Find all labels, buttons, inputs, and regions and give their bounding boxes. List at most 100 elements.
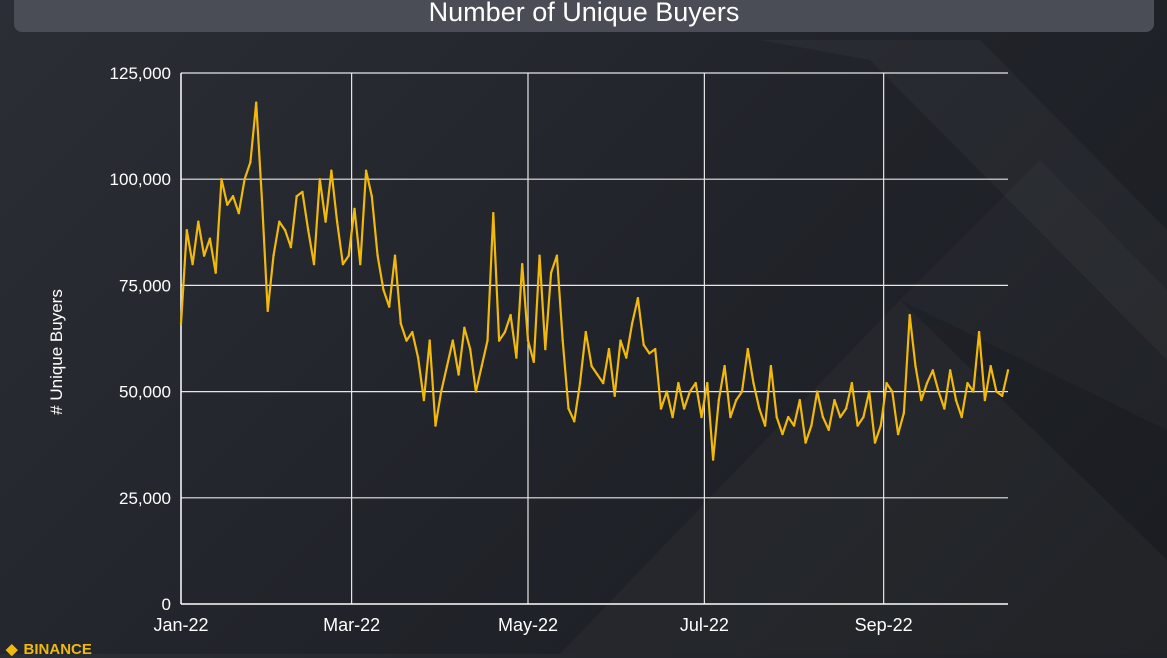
- data-point: [821, 415, 825, 419]
- data-point: [440, 390, 443, 393]
- data-point: [532, 360, 535, 364]
- data-point: [868, 390, 871, 393]
- data-point: [943, 407, 946, 410]
- data-point: [977, 330, 981, 334]
- data-point: [844, 407, 848, 410]
- data-point: [763, 424, 767, 427]
- data-point: [509, 313, 512, 317]
- data-point: [503, 330, 507, 334]
- y-tick-label: 0: [162, 595, 171, 614]
- data-point: [659, 407, 663, 410]
- data-point: [914, 364, 917, 368]
- data-point: [810, 424, 813, 427]
- brand-name: BINANCE: [23, 640, 92, 658]
- data-point: [486, 339, 489, 342]
- data-point: [613, 394, 616, 398]
- data-point: [665, 390, 668, 393]
- data-point: [399, 322, 402, 325]
- data-point: [411, 330, 414, 334]
- data-point: [879, 424, 882, 427]
- data-point: [474, 390, 478, 393]
- y-tick-label: 50,000: [119, 383, 171, 402]
- data-point: [497, 339, 501, 342]
- data-point: [601, 381, 605, 385]
- data-point: [434, 424, 437, 427]
- data-point: [706, 381, 709, 385]
- data-point: [839, 415, 842, 419]
- data-point: [387, 305, 391, 308]
- data-point: [723, 364, 726, 368]
- data-point: [885, 381, 888, 385]
- x-tick-label: Jan-22: [153, 615, 208, 635]
- data-point: [1006, 369, 1010, 372]
- data-point: [347, 254, 350, 257]
- data-point: [243, 178, 246, 181]
- data-point: [278, 220, 281, 223]
- data-point: [249, 161, 252, 164]
- data-point: [781, 432, 784, 436]
- data-point: [584, 330, 588, 334]
- data-point: [272, 254, 275, 257]
- data-point: [353, 207, 356, 211]
- data-point: [457, 373, 460, 376]
- data-point: [492, 211, 495, 215]
- data-point: [359, 262, 362, 266]
- data-point: [948, 369, 952, 372]
- series-line: [179, 101, 1010, 461]
- data-point: [341, 262, 345, 266]
- data-point: [908, 313, 911, 317]
- data-point: [654, 347, 657, 351]
- data-point: [862, 415, 865, 419]
- data-point: [746, 347, 749, 351]
- data-point: [671, 415, 674, 419]
- data-point: [711, 458, 715, 461]
- data-point: [688, 390, 692, 393]
- data-point: [185, 228, 188, 232]
- y-tick-label: 125,000: [110, 64, 171, 83]
- data-point: [815, 390, 819, 393]
- data-point: [625, 356, 628, 359]
- data-point: [1001, 394, 1004, 398]
- tick-labels: 0 25,000 50,000 75,000 100,000 125,000 Jan-22 M…: [110, 64, 913, 635]
- grid-lines: [181, 72, 1008, 604]
- data-point: [920, 398, 923, 402]
- data-point: [804, 441, 807, 444]
- data-point: [856, 424, 859, 427]
- data-point: [324, 220, 327, 223]
- data-point: [544, 347, 547, 351]
- data-point: [717, 398, 721, 402]
- data-point: [758, 407, 761, 410]
- x-tick-label: Mar-22: [323, 615, 380, 635]
- data-point: [937, 390, 940, 393]
- data-point: [561, 339, 564, 342]
- data-point: [925, 381, 929, 385]
- title-banner: Number of Unique Buyers: [14, 0, 1154, 32]
- data-point: [266, 309, 269, 313]
- data-point: [191, 262, 194, 266]
- data-point: [896, 432, 900, 436]
- x-tick-label: Jul-22: [680, 615, 729, 635]
- data-point: [740, 390, 744, 393]
- data-point: [902, 411, 906, 415]
- data-point: [312, 262, 316, 266]
- chart-title: Number of Unique Buyers: [428, 0, 740, 27]
- data-point: [428, 339, 431, 342]
- data-point: [752, 381, 755, 385]
- data-point: [480, 364, 483, 368]
- data-point: [283, 228, 287, 232]
- data-point: [567, 407, 570, 410]
- x-tick-label: Sep-22: [855, 615, 913, 635]
- data-point: [237, 211, 241, 215]
- data-point: [775, 415, 778, 419]
- binance-logo-icon: ◆: [6, 641, 18, 658]
- data-point: [335, 220, 339, 223]
- data-point: [989, 364, 992, 368]
- data-point: [538, 254, 541, 257]
- data-point: [954, 398, 958, 402]
- footer: ◆ BINANCE: [6, 640, 116, 658]
- data-point: [393, 254, 397, 257]
- y-tick-label: 25,000: [119, 489, 171, 508]
- data-point: [596, 373, 599, 376]
- y-tick-label: 100,000: [110, 170, 171, 189]
